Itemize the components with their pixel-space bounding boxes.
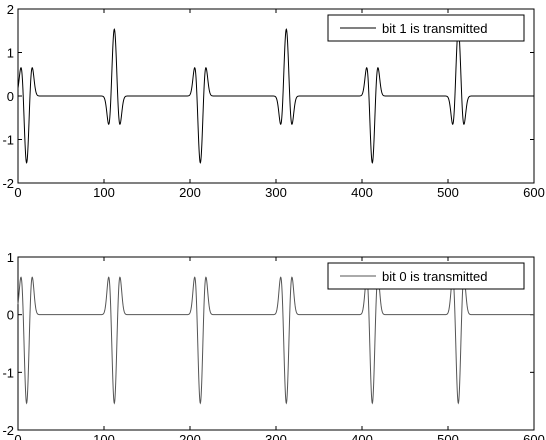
chart-2: 0 100 200 300 400 500 600 1 0 -1 -2 bit 0 is transm…	[2, 250, 544, 440]
series-line-1	[17, 276, 534, 405]
x-tick-label: 0	[14, 432, 21, 440]
x-tick-label: 300	[265, 185, 287, 200]
y-tick-label: 1	[7, 250, 14, 265]
y-tick-label: 0	[7, 308, 14, 323]
y-tick-label: -1	[2, 365, 14, 380]
x-tick-label: 200	[179, 432, 201, 440]
x-tick-label: 200	[179, 185, 201, 200]
x-tick-label: 100	[93, 432, 115, 440]
x-tick-label: 300	[265, 432, 287, 440]
y-tick-label: 0	[7, 89, 14, 104]
x-tick-label: 600	[523, 432, 545, 440]
legend-label: bit 0 is transmitted	[382, 269, 488, 284]
x-tick-label: 600	[523, 185, 545, 200]
x-tick-label: 100	[93, 185, 115, 200]
x-tick-label: 0	[14, 185, 21, 200]
chart-1: 0 100 200 300 400 500 600 2 1 0 -1 -2 bit 1 is trans…	[2, 2, 544, 200]
y-tick-label: 1	[7, 46, 14, 61]
x-tick-label: 500	[437, 185, 459, 200]
x-tick-label: 400	[351, 185, 373, 200]
y-tick-label: -1	[2, 133, 14, 148]
legend-label: bit 1 is transmitted	[382, 21, 488, 36]
x-tick-label: 400	[351, 432, 373, 440]
y-tick-label: -2	[2, 423, 14, 438]
series-line-1	[17, 28, 534, 164]
y-tick-label: 2	[7, 2, 14, 17]
x-tick-label: 500	[437, 432, 459, 440]
y-tick-label: -2	[2, 176, 14, 191]
